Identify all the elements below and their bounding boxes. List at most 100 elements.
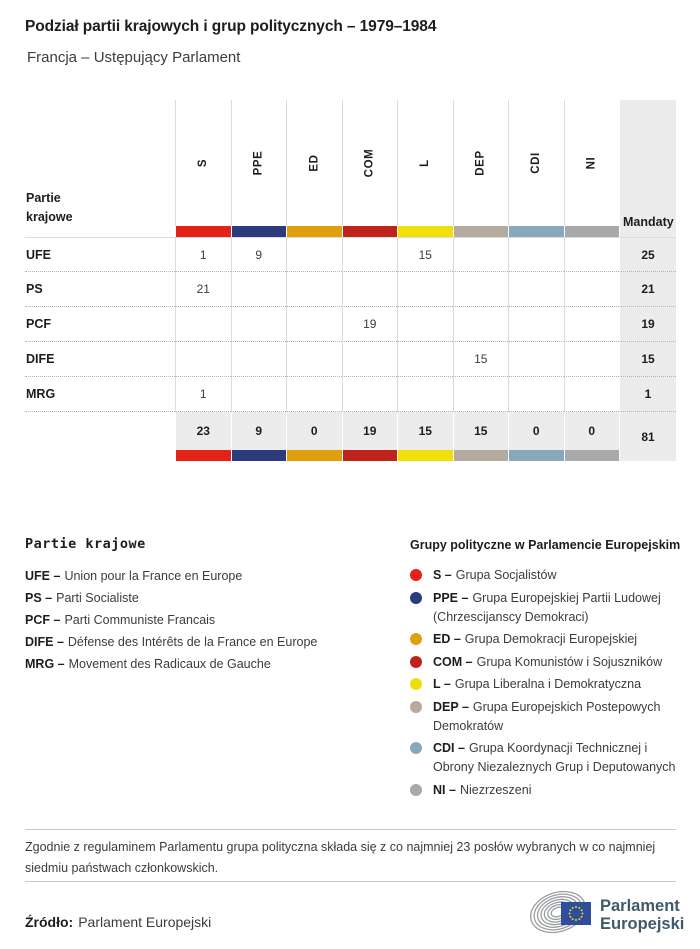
total-ni: 0 (563, 412, 619, 450)
s-color-dot (410, 569, 422, 581)
column-header-ni: NI (563, 100, 620, 226)
cell-mrg-dep (452, 377, 508, 412)
legend-parties-title: Partie krajowe (25, 536, 146, 552)
legend-group-s: S – Grupa Socjalistów (410, 566, 688, 585)
source-value: Parlament Europejski (78, 914, 212, 930)
ni-color-dot (410, 783, 422, 796)
european-parliament-logo: Parlament Europejski (530, 890, 684, 934)
cell-ufe-ed (286, 237, 342, 272)
com-color-dot (410, 655, 422, 668)
cell-ps-cdi (508, 272, 564, 307)
cell-ps-mandates: 21 (619, 272, 676, 307)
logo-text-line2: Europejski (600, 915, 684, 933)
cell-ufe-ppe: 9 (230, 237, 286, 272)
totals-bar-spacer (25, 450, 175, 461)
total-color-bar-ppe (230, 450, 286, 461)
legend-party-pcf: PCF – Parti Communiste Francais (25, 613, 216, 627)
cell-mrg-l (397, 377, 453, 412)
total-color-bar-dep (452, 450, 508, 461)
cell-mrg-s: 1 (175, 377, 231, 412)
footnote-text: Zgodnie z regulaminem Parlamentu grupa p… (25, 840, 656, 875)
legend-group-ni: NI – Niezrzeszeni (410, 781, 688, 800)
total-color-bar-com (341, 450, 397, 461)
cell-pcf-ni (563, 307, 619, 342)
cell-mrg-ppe (230, 377, 286, 412)
column-header-s: S (175, 100, 231, 226)
cell-ufe-mandates: 25 (619, 237, 676, 272)
total-mandates: 81 (619, 412, 676, 461)
legend-party-dife: DIFE – Défense des Intérêts de la France … (25, 635, 318, 649)
totals-row-label-spacer (25, 412, 175, 450)
cell-mrg-ni (563, 377, 619, 412)
l-color-dot (410, 678, 422, 690)
total-s: 23 (175, 412, 231, 450)
column-header-com: COM (341, 100, 398, 226)
legend-political-groups: Grupy polityczne w Parlamencie Europejsk… (410, 538, 688, 803)
ed-color-dot (410, 633, 422, 645)
cell-ps-dep (452, 272, 508, 307)
footnote-top-divider (25, 829, 676, 830)
cell-dife-ni (563, 342, 619, 377)
column-header-ppe: PPE (230, 100, 287, 226)
column-header-dep: DEP (452, 100, 509, 226)
group-color-bar-dep (452, 226, 508, 237)
column-header-l: L (397, 100, 453, 226)
source-line: Źródło: Parlament Europejski (25, 914, 211, 930)
cell-ps-ed (286, 272, 342, 307)
footnote-bottom-divider (25, 881, 676, 882)
cell-ps-com (341, 272, 397, 307)
group-color-bar-ni (563, 226, 619, 237)
total-color-bar-l (397, 450, 453, 461)
column-header-ed: ED (286, 100, 342, 226)
cell-dife-com (341, 342, 397, 377)
cell-pcf-com: 19 (341, 307, 397, 342)
cell-ps-ppe (230, 272, 286, 307)
total-dep: 15 (452, 412, 508, 450)
total-com: 19 (341, 412, 397, 450)
row-label-ps: PS (25, 272, 175, 307)
legend-group-dep: DEP – Grupa Europejskich Postepowych Demo… (410, 698, 688, 736)
legend-group-ed: ED – Grupa Demokracji Europejskiej (410, 630, 688, 649)
eu-flag-icon (561, 902, 591, 925)
group-color-bar-l (397, 226, 453, 237)
total-l: 15 (397, 412, 453, 450)
cell-ufe-ni (563, 237, 619, 272)
cell-pcf-cdi (508, 307, 564, 342)
cell-mrg-mandates: 1 (619, 377, 676, 412)
cell-dife-cdi (508, 342, 564, 377)
logo-text-line1: Parlament (600, 897, 680, 915)
cell-ps-s: 21 (175, 272, 231, 307)
group-color-bar-ed (286, 226, 342, 237)
legend-national-parties: Partie krajowe UFE – Union pour la France… (25, 536, 375, 675)
legend-group-cdi: CDI – Grupa Koordynacji Technicznej i Obr… (410, 739, 688, 777)
row-label-dife: DIFE (25, 342, 175, 377)
cell-pcf-dep (452, 307, 508, 342)
legend-party-ufe: UFE – Union pour la France en Europe (25, 569, 243, 583)
column-header-cdi: CDI (508, 100, 564, 226)
group-color-bar-ppe (230, 226, 286, 237)
cell-ps-l (397, 272, 453, 307)
cell-dife-l (397, 342, 453, 377)
group-color-bar-cdi (508, 226, 564, 237)
cdi-color-dot (410, 742, 422, 754)
cell-pcf-s (175, 307, 231, 342)
column-header-mandates: Mandaty (619, 100, 676, 237)
legend-group-com: COM – Grupa Komunistów i Sojuszników (410, 653, 688, 672)
total-color-bar-cdi (508, 450, 564, 461)
legend-party-ps: PS – Parti Socialiste (25, 591, 139, 605)
cell-mrg-com (341, 377, 397, 412)
cell-dife-dep: 15 (452, 342, 508, 377)
ppe-color-dot (410, 591, 422, 604)
total-color-bar-ni (563, 450, 619, 461)
cell-ufe-com (341, 237, 397, 272)
cell-dife-s (175, 342, 231, 377)
legend-groups-title: Grupy polityczne w Parlamencie Europejsk… (410, 538, 681, 552)
total-ppe: 9 (230, 412, 286, 450)
cell-ufe-dep (452, 237, 508, 272)
cell-dife-ppe (230, 342, 286, 377)
cell-pcf-mandates: 19 (619, 307, 676, 342)
cell-ufe-l: 15 (397, 237, 453, 272)
source-label: Źródło: (25, 914, 74, 930)
cell-pcf-ed (286, 307, 342, 342)
